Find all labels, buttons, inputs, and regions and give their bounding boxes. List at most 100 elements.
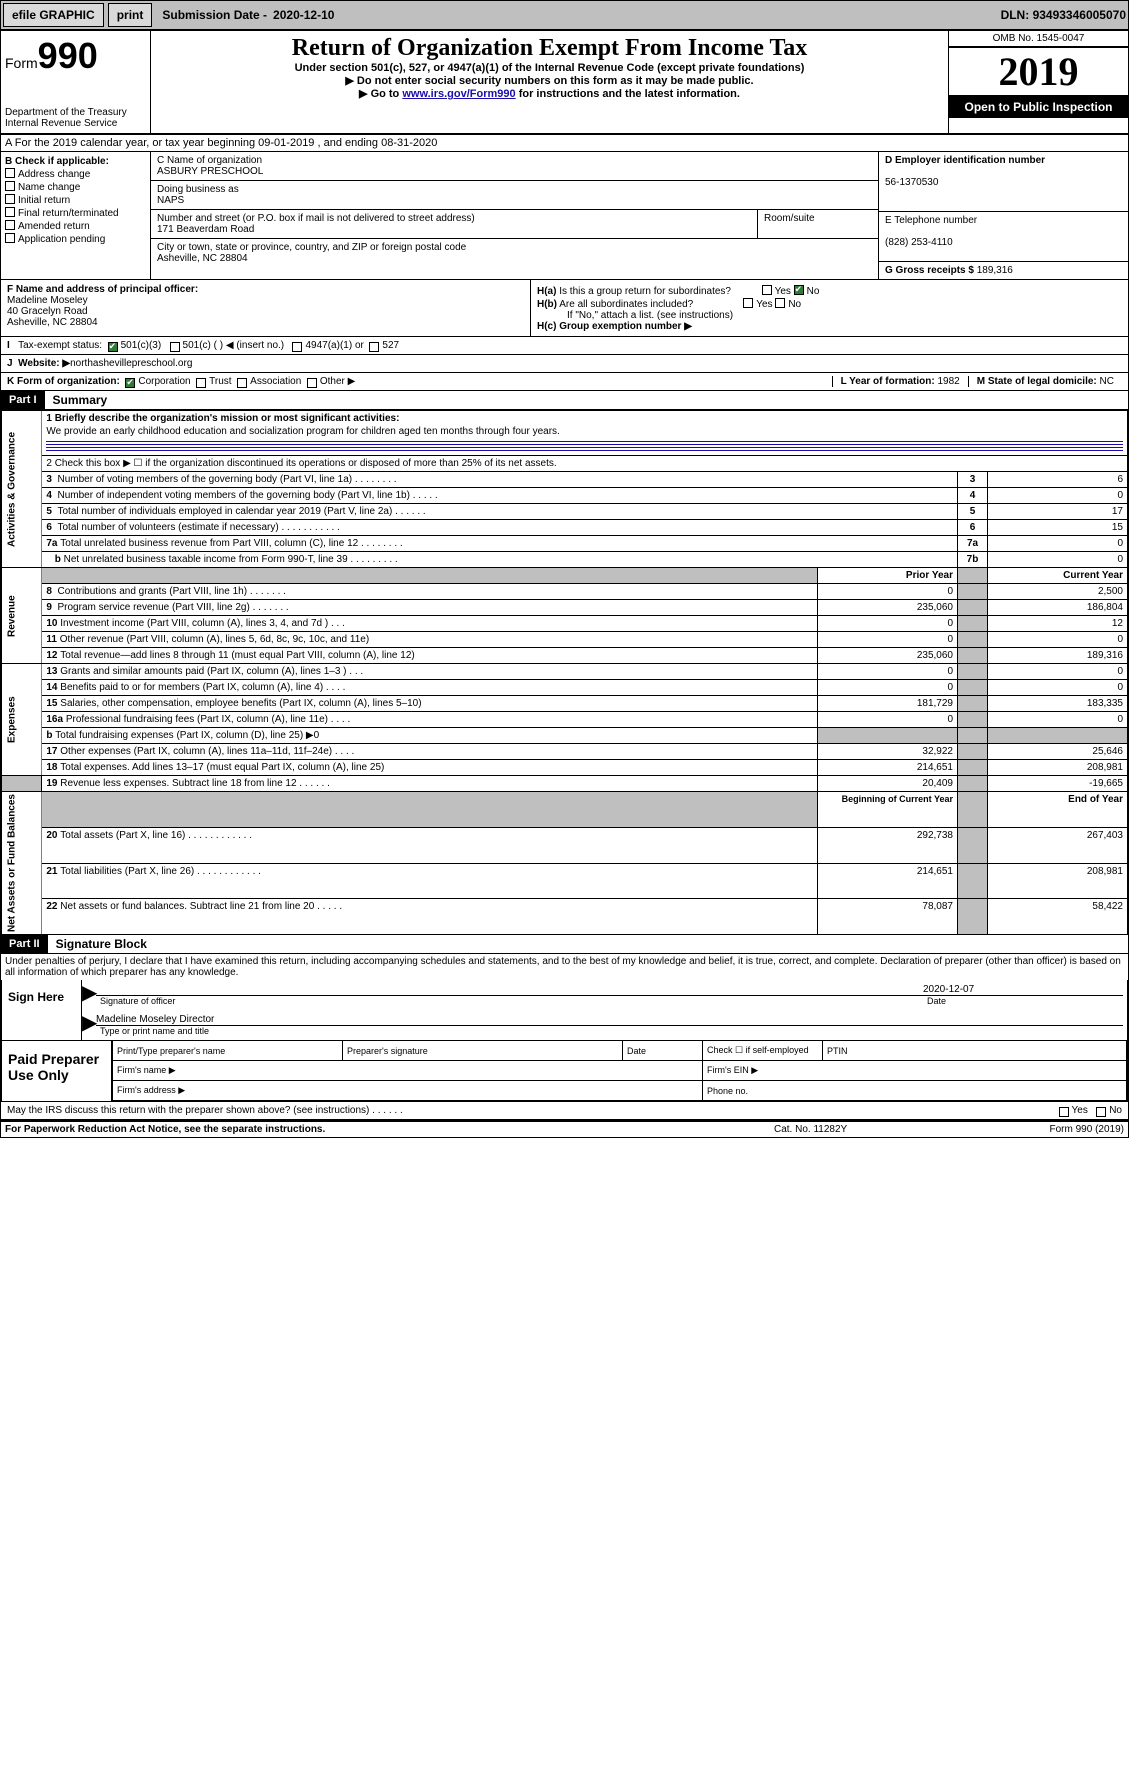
l11-text: Other revenue (Part VIII, column (A), li… [60,634,369,645]
l19-text: Revenue less expenses. Subtract line 18 … [60,778,330,789]
status-501c3[interactable] [108,342,118,352]
hb-no[interactable] [775,298,785,308]
l16a-num: 16a [46,714,63,725]
efile-button[interactable]: efile GRAPHIC [3,3,104,27]
l12-num: 12 [46,650,57,661]
status-527[interactable] [369,342,379,352]
l-value: 1982 [937,376,959,387]
check-name-label: Name change [18,182,80,193]
l20-text: Total assets (Part X, line 16) . . . . .… [60,830,252,841]
l6-num: 6 [958,520,988,536]
l21-num: 21 [46,866,57,877]
l17-text: Other expenses (Part IX, column (A), lin… [60,746,354,757]
l16b-num: b [46,730,52,741]
dba-label: Doing business as [157,184,239,195]
hc-label: H(c) Group exemption number ▶ [537,321,692,332]
prep-c3: Date [623,1041,703,1061]
irs-link[interactable]: www.irs.gov/Form990 [402,88,515,100]
l21-prior: 214,651 [818,863,958,899]
form-prefix: Form [5,55,38,71]
footer-cat: Cat. No. 11282Y [774,1124,974,1135]
l12-curr: 189,316 [988,648,1128,664]
l8-num: 8 [46,586,52,597]
l15-prior: 181,729 [818,696,958,712]
officer-addr1: 40 Gracelyn Road [7,306,88,317]
discuss-no[interactable] [1096,1107,1106,1117]
addr-value: 171 Beaverdam Road [157,224,254,235]
l17-curr: 25,646 [988,744,1128,760]
status-4947[interactable] [292,342,302,352]
sig-name: Madeline Moseley Director [96,1014,214,1025]
website-value: northashevillepreschool.org [70,358,192,369]
check-amended[interactable] [5,220,15,230]
city-label: City or town, state or province, country… [157,242,466,253]
perjury-text: Under penalties of perjury, I declare th… [1,954,1128,980]
l19-num: 19 [46,778,57,789]
check-name[interactable] [5,181,15,191]
city-value: Asheville, NC 28804 [157,253,248,264]
prep-c2: Preparer's signature [343,1041,623,1061]
k-trust-label: Trust [209,376,231,387]
part1-tag: Part I [1,391,45,409]
subdate-value: 2020-12-10 [273,8,334,22]
ha-yes[interactable] [762,285,772,295]
check-pending[interactable] [5,233,15,243]
l8-prior: 0 [818,584,958,600]
officer-addr2: Asheville, NC 28804 [7,317,98,328]
g-label: G Gross receipts $ [885,265,977,276]
k-assoc-label: Association [250,376,301,387]
l13-num: 13 [46,666,57,677]
part2-tag: Part II [1,935,48,953]
hdr-curr: Current Year [988,568,1128,584]
k-other[interactable] [307,378,317,388]
website-label: Website: ▶ [18,358,70,369]
prep-c4: Check ☐ if self-employed [703,1041,823,1061]
gross-value: 189,316 [977,265,1013,276]
dept-line1: Department of the Treasury [5,107,146,118]
sig-date: 2020-12-07 [923,984,974,995]
status-501c[interactable] [170,342,180,352]
l14-num: 14 [46,682,57,693]
i-label: Tax-exempt status: [18,340,102,351]
k-corp[interactable] [125,378,135,388]
l22-text: Net assets or fund balances. Subtract li… [60,901,342,912]
ein-value: 56-1370530 [885,177,938,188]
k-trust[interactable] [196,378,206,388]
hb-yes[interactable] [743,298,753,308]
l14-text: Benefits paid to or for members (Part IX… [60,682,345,693]
prep-firm-name: Firm's name ▶ [113,1061,703,1081]
prep-c5: PTIN [823,1041,1127,1061]
k-assoc[interactable] [237,378,247,388]
check-address[interactable] [5,168,15,178]
l-label: L Year of formation: [841,376,938,387]
l10-text: Investment income (Part VIII, column (A)… [60,618,345,629]
l6-val: 15 [988,520,1128,536]
discuss-text: May the IRS discuss this return with the… [7,1105,403,1116]
check-final[interactable] [5,207,15,217]
prep-phone: Phone no. [703,1081,1127,1101]
ha-no[interactable] [794,285,804,295]
l3-num: 3 [958,472,988,488]
subdate-label: Submission Date - [156,8,273,22]
l11-num: 11 [46,634,57,645]
tax-year: 2019 [949,47,1128,96]
l20-num: 20 [46,830,57,841]
vert-revenue: Revenue [2,568,42,664]
l4-val: 0 [988,488,1128,504]
s3-label: 4947(a)(1) or [305,340,363,351]
print-button[interactable]: print [108,3,153,27]
l14-prior: 0 [818,680,958,696]
e-label: E Telephone number [885,215,977,226]
check-initial[interactable] [5,194,15,204]
sig-officer-label: Signature of officer [96,995,923,1006]
room-label: Room/suite [758,210,878,238]
l10-num: 10 [46,618,57,629]
l16b-text: Total fundraising expenses (Part IX, col… [55,730,319,741]
l9-curr: 186,804 [988,600,1128,616]
subtitle-1: Under section 501(c), 527, or 4947(a)(1)… [155,62,944,74]
hb-no-label: No [788,299,801,310]
l19-curr: -19,665 [988,776,1128,792]
discuss-yes[interactable] [1059,1107,1069,1117]
l13-text: Grants and similar amounts paid (Part IX… [60,666,363,677]
check-initial-label: Initial return [18,195,70,206]
